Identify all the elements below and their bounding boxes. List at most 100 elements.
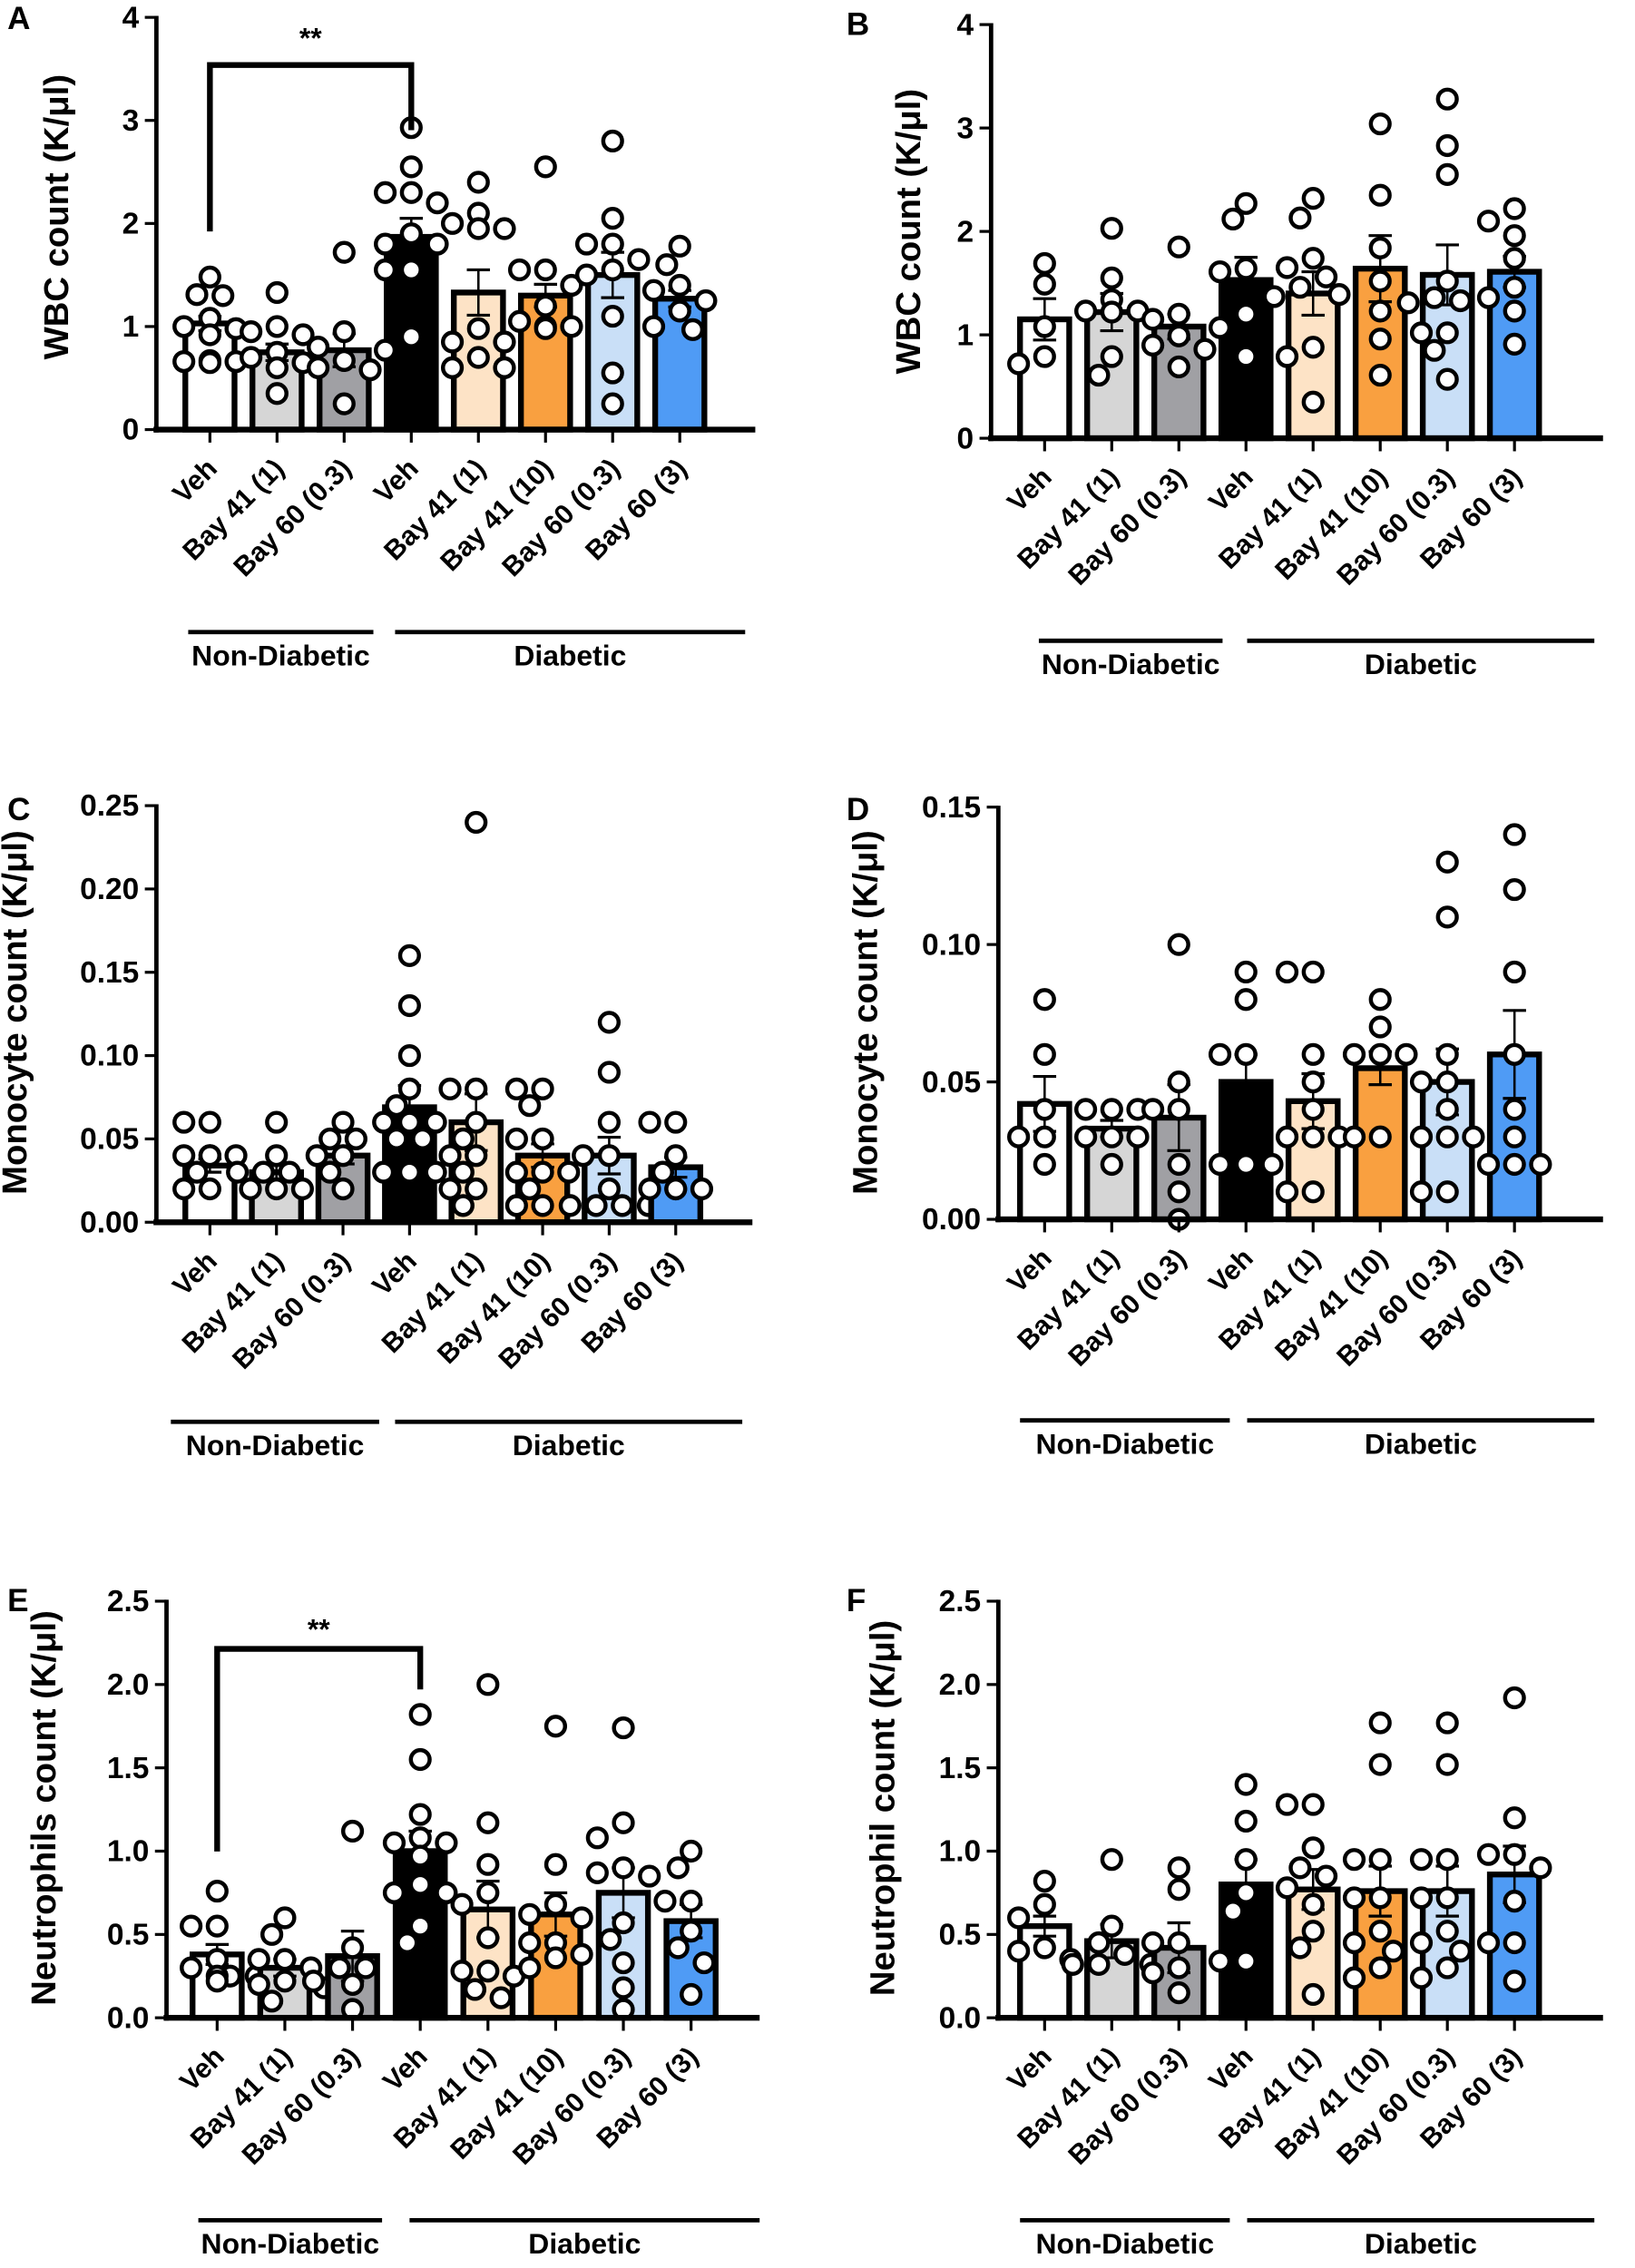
group-label: Diabetic xyxy=(514,639,626,671)
y-tick-label: 0.5 xyxy=(107,1918,150,1951)
data-point xyxy=(340,1936,365,1960)
data-point xyxy=(534,258,557,282)
data-point xyxy=(1435,1920,1459,1943)
data-point xyxy=(1301,960,1325,984)
data-point xyxy=(1033,272,1056,296)
data-point xyxy=(198,323,221,347)
data-point xyxy=(1381,1940,1405,1963)
group-label: Non-Diabetic xyxy=(1042,648,1220,680)
data-point xyxy=(585,1826,609,1850)
data-point xyxy=(1301,1836,1325,1860)
group-label: Diabetic xyxy=(513,1429,625,1461)
data-point xyxy=(340,1972,365,1997)
data-point xyxy=(307,356,330,379)
data-point xyxy=(543,1892,568,1916)
data-point xyxy=(382,1831,406,1854)
data-point xyxy=(476,1673,500,1696)
data-point xyxy=(1503,1806,1526,1830)
y-axis-label: WBC count (K/μl) xyxy=(889,89,928,374)
data-point xyxy=(374,338,397,362)
data-point xyxy=(265,315,289,338)
y-axis-label: Monocyte count (K/μl) xyxy=(0,830,34,1195)
data-point xyxy=(198,1110,221,1134)
data-point xyxy=(574,232,599,256)
data-point xyxy=(1409,1125,1434,1149)
data-point xyxy=(1368,299,1392,323)
data-point xyxy=(599,1928,622,1951)
data-point xyxy=(1409,1070,1434,1094)
data-point xyxy=(438,1077,462,1100)
data-point xyxy=(612,1716,635,1740)
data-point xyxy=(1100,1125,1123,1149)
data-point xyxy=(450,1892,474,1916)
category-label: Veh xyxy=(368,454,424,509)
data-point xyxy=(1167,1856,1190,1880)
data-point xyxy=(1301,1982,1325,2007)
group-label: Diabetic xyxy=(1365,1427,1477,1460)
data-point xyxy=(1503,299,1526,323)
y-tick-label: 3 xyxy=(122,104,140,138)
data-point xyxy=(570,1942,593,1966)
data-point xyxy=(466,346,490,369)
data-point xyxy=(601,361,624,385)
y-tick-label: 0.05 xyxy=(922,1066,981,1100)
data-point xyxy=(664,1144,688,1168)
data-point xyxy=(489,1986,513,2009)
data-point xyxy=(435,1831,458,1854)
data-point xyxy=(265,280,289,305)
data-point xyxy=(1087,1931,1111,1955)
group-label: Diabetic xyxy=(1365,2227,1477,2260)
data-point xyxy=(318,1127,342,1151)
data-point xyxy=(1234,1809,1258,1833)
data-point xyxy=(1167,1878,1190,1901)
data-point xyxy=(1368,112,1392,136)
data-point xyxy=(397,1043,421,1068)
data-point xyxy=(1275,960,1299,984)
category-label: Bay 60 (0.3) xyxy=(228,454,357,582)
data-point xyxy=(1208,259,1232,284)
data-point xyxy=(1262,285,1286,308)
data-point xyxy=(1342,1931,1366,1955)
panel-letter: F xyxy=(847,1583,866,1618)
data-point xyxy=(601,304,624,328)
data-point xyxy=(1435,269,1459,293)
data-point xyxy=(273,1970,297,1993)
category-label: Veh xyxy=(1002,1243,1057,1298)
data-point xyxy=(651,1160,674,1184)
y-tick-label: 1 xyxy=(122,310,140,344)
data-point xyxy=(680,318,705,341)
data-point xyxy=(408,1803,432,1826)
data-point xyxy=(1368,269,1392,293)
y-tick-label: 0 xyxy=(957,422,974,455)
data-point xyxy=(172,1177,196,1201)
y-tick-label: 0.25 xyxy=(80,789,139,823)
category-label: Veh xyxy=(167,1246,222,1302)
data-point xyxy=(1503,1890,1526,1913)
data-point xyxy=(1167,355,1190,379)
data-point xyxy=(1435,1886,1459,1910)
significance-label: ** xyxy=(299,22,322,54)
data-point xyxy=(278,1160,301,1184)
data-point xyxy=(198,351,221,375)
data-point xyxy=(1234,1881,1258,1905)
data-point xyxy=(690,1177,714,1201)
data-point xyxy=(440,330,465,354)
category-label: Bay 60 (0.3) xyxy=(227,1246,356,1375)
group-label: Non-Diabetic xyxy=(191,639,370,671)
data-point xyxy=(240,320,263,344)
data-point xyxy=(1221,1900,1245,1923)
data-point xyxy=(680,1839,703,1863)
data-point xyxy=(1141,1960,1165,1985)
y-tick-label: 2.5 xyxy=(107,1585,150,1618)
data-point xyxy=(1503,960,1526,984)
data-point xyxy=(265,1144,289,1168)
panel-letter: D xyxy=(847,792,869,827)
data-point xyxy=(1007,1125,1031,1149)
data-point xyxy=(1033,1936,1056,1960)
data-point xyxy=(424,1110,447,1134)
data-point xyxy=(399,222,423,246)
data-point xyxy=(382,1881,406,1905)
data-point xyxy=(655,253,679,277)
data-point xyxy=(399,325,423,348)
data-point xyxy=(331,1177,355,1201)
